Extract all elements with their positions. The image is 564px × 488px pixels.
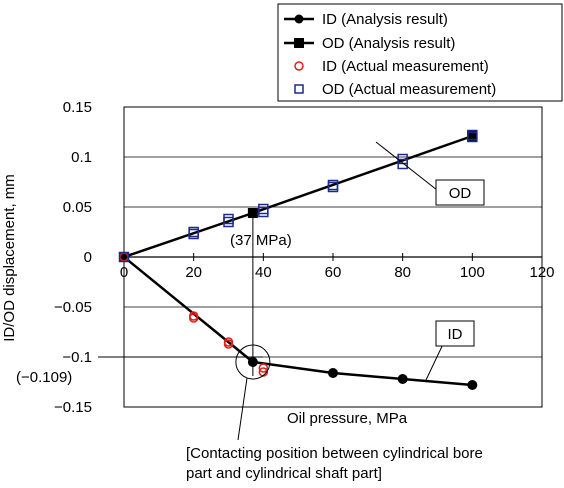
contact-caption-line-1: [Contacting position between cylindrical… bbox=[186, 445, 483, 462]
data-point bbox=[119, 252, 129, 262]
x-tick-labels: 0 20 40 60 80 100 120 bbox=[120, 253, 555, 281]
data-point bbox=[188, 226, 199, 238]
od-callout-leader bbox=[375, 141, 438, 191]
contact-point-circle bbox=[235, 344, 271, 380]
od-callout-box bbox=[435, 179, 485, 206]
y-tick-label: 0.1 bbox=[71, 149, 92, 166]
legend-item-id-measurement: ID (Actual measurement) bbox=[294, 58, 489, 75]
x-tick-label: 0 bbox=[120, 264, 128, 281]
id-contact-value-label: (−0.109) bbox=[16, 369, 72, 386]
series-3 bbox=[118, 129, 478, 263]
series-line bbox=[123, 134, 473, 259]
id-callout-box bbox=[435, 320, 475, 347]
legend: ID (Analysis result) OD (Analysis result… bbox=[277, 3, 563, 102]
data-point bbox=[223, 213, 234, 225]
data-point bbox=[327, 179, 339, 191]
legend-label-id-analysis: ID (Analysis result) bbox=[322, 11, 448, 28]
series-1 bbox=[119, 131, 478, 262]
data-point bbox=[258, 363, 269, 373]
x-tick-label: 120 bbox=[529, 264, 554, 281]
pressure-37-label: (37 MPa) bbox=[230, 232, 292, 249]
series-0 bbox=[119, 252, 478, 390]
y-tick-label: 0.15 bbox=[63, 99, 92, 116]
series-line bbox=[123, 256, 473, 387]
id-callout-leader bbox=[425, 339, 446, 381]
od-callout-label: OD bbox=[449, 185, 472, 202]
x-axis-title: Oil pressure, MPa bbox=[287, 410, 408, 427]
data-point bbox=[118, 251, 130, 263]
data-point bbox=[328, 368, 338, 378]
legend-label-od-measurement: OD (Actual measurement) bbox=[322, 81, 496, 98]
data-point bbox=[258, 203, 269, 215]
y-tick-label: 0 bbox=[84, 249, 92, 266]
data-point bbox=[467, 380, 478, 390]
legend-item-od-measurement: OD (Actual measurement) bbox=[294, 81, 496, 98]
data-point bbox=[188, 313, 199, 323]
series-layer bbox=[118, 129, 478, 390]
x-tick-label: 60 bbox=[325, 264, 342, 281]
y-tick-label: −0.1 bbox=[62, 349, 92, 366]
legend-item-od-analysis: OD (Analysis result) bbox=[284, 35, 455, 52]
data-point bbox=[223, 339, 234, 349]
y-tick-label: −0.05 bbox=[54, 299, 92, 316]
contact-leader-line bbox=[237, 377, 248, 441]
x-tick-label: 20 bbox=[185, 264, 202, 281]
x-tick-label: 40 bbox=[255, 264, 272, 281]
x-tick-label: 100 bbox=[460, 264, 485, 281]
contact-caption-line-2: part and cylindrical shaft part] bbox=[186, 465, 382, 482]
y-tick-label: 0.05 bbox=[63, 199, 92, 216]
data-point bbox=[467, 131, 478, 141]
legend-item-id-analysis: ID (Analysis result) bbox=[284, 11, 448, 28]
y-tick-label: −0.15 bbox=[54, 399, 92, 416]
data-point bbox=[397, 374, 408, 384]
legend-label-id-measurement: ID (Actual measurement) bbox=[322, 58, 489, 75]
x-tick-label: 80 bbox=[394, 264, 411, 281]
y-axis-title: ID/OD displacement, mm bbox=[1, 174, 18, 342]
annotations: (37 MPa) (−0.109) [Contacting position b… bbox=[16, 141, 485, 482]
y-tick-labels: 0.15 0.1 0.05 0 −0.05 −0.1 −0.15 bbox=[54, 99, 92, 416]
id-callout-label: ID bbox=[448, 326, 463, 343]
legend-label-od-analysis: OD (Analysis result) bbox=[322, 35, 455, 52]
data-point bbox=[467, 129, 478, 141]
